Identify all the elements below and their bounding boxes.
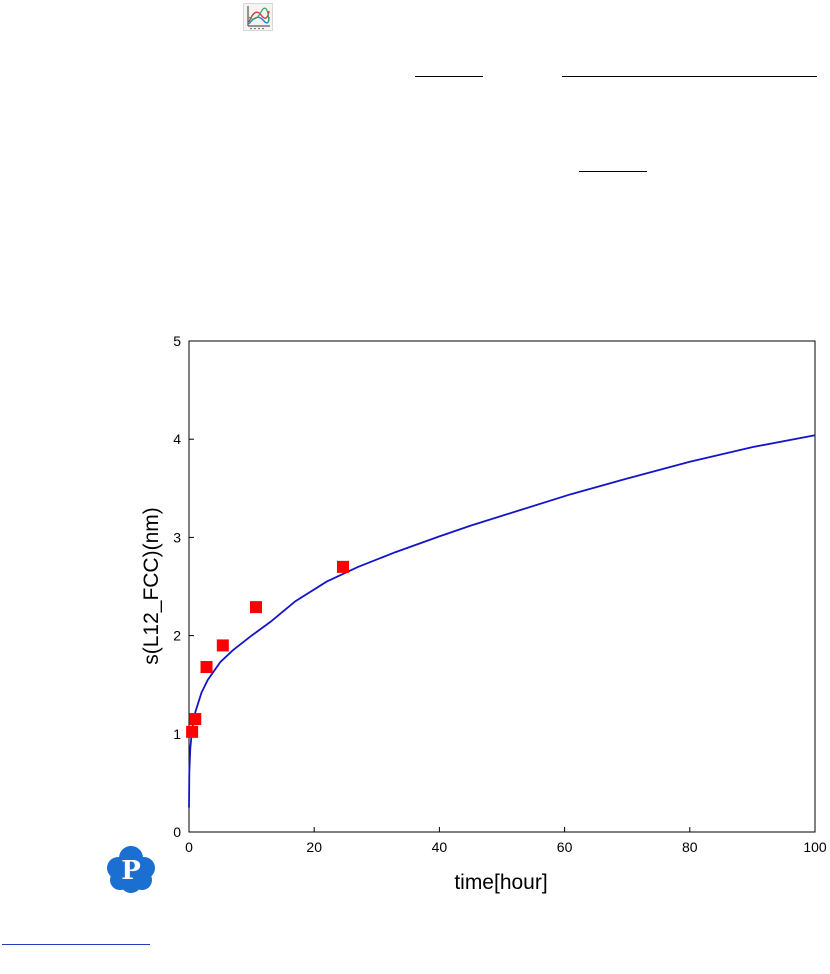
x-axis-label: time[hour] (454, 871, 547, 894)
top-rule-long (562, 76, 817, 77)
plot-area-frame (188, 340, 816, 833)
y-tick-label: 3 (173, 529, 181, 545)
svg-text:P: P (121, 856, 141, 886)
y-tick-label: 5 (173, 333, 181, 349)
middle-rule (579, 171, 647, 172)
y-tick-label: 4 (173, 431, 181, 447)
x-tick-label: 100 (803, 839, 827, 855)
experimental-data-point (336, 560, 349, 573)
plot-chart-icon[interactable] (243, 3, 273, 31)
x-tick-label: 80 (682, 839, 698, 855)
x-tick-label: 60 (557, 839, 573, 855)
experimental-data-point (200, 661, 213, 674)
y-tick-label: 2 (173, 628, 181, 644)
experimental-data-point (216, 639, 229, 652)
x-tick-label: 40 (432, 839, 448, 855)
y-tick-label: 0 (173, 824, 181, 840)
top-rule-short (415, 76, 483, 77)
y-axis-label: s(L12_FCC)(nm) (140, 507, 163, 665)
x-tick-label: 0 (185, 839, 193, 855)
experimental-data-point (189, 713, 202, 726)
y-tick-label: 1 (173, 726, 181, 742)
model-curve-line (188, 434, 816, 808)
cloud-p-logo-icon: P (107, 846, 155, 893)
x-tick-label: 20 (306, 839, 322, 855)
experimental-data-point (249, 601, 262, 614)
bottom-link-underline[interactable] (2, 944, 150, 945)
experimental-data-point (186, 725, 199, 738)
